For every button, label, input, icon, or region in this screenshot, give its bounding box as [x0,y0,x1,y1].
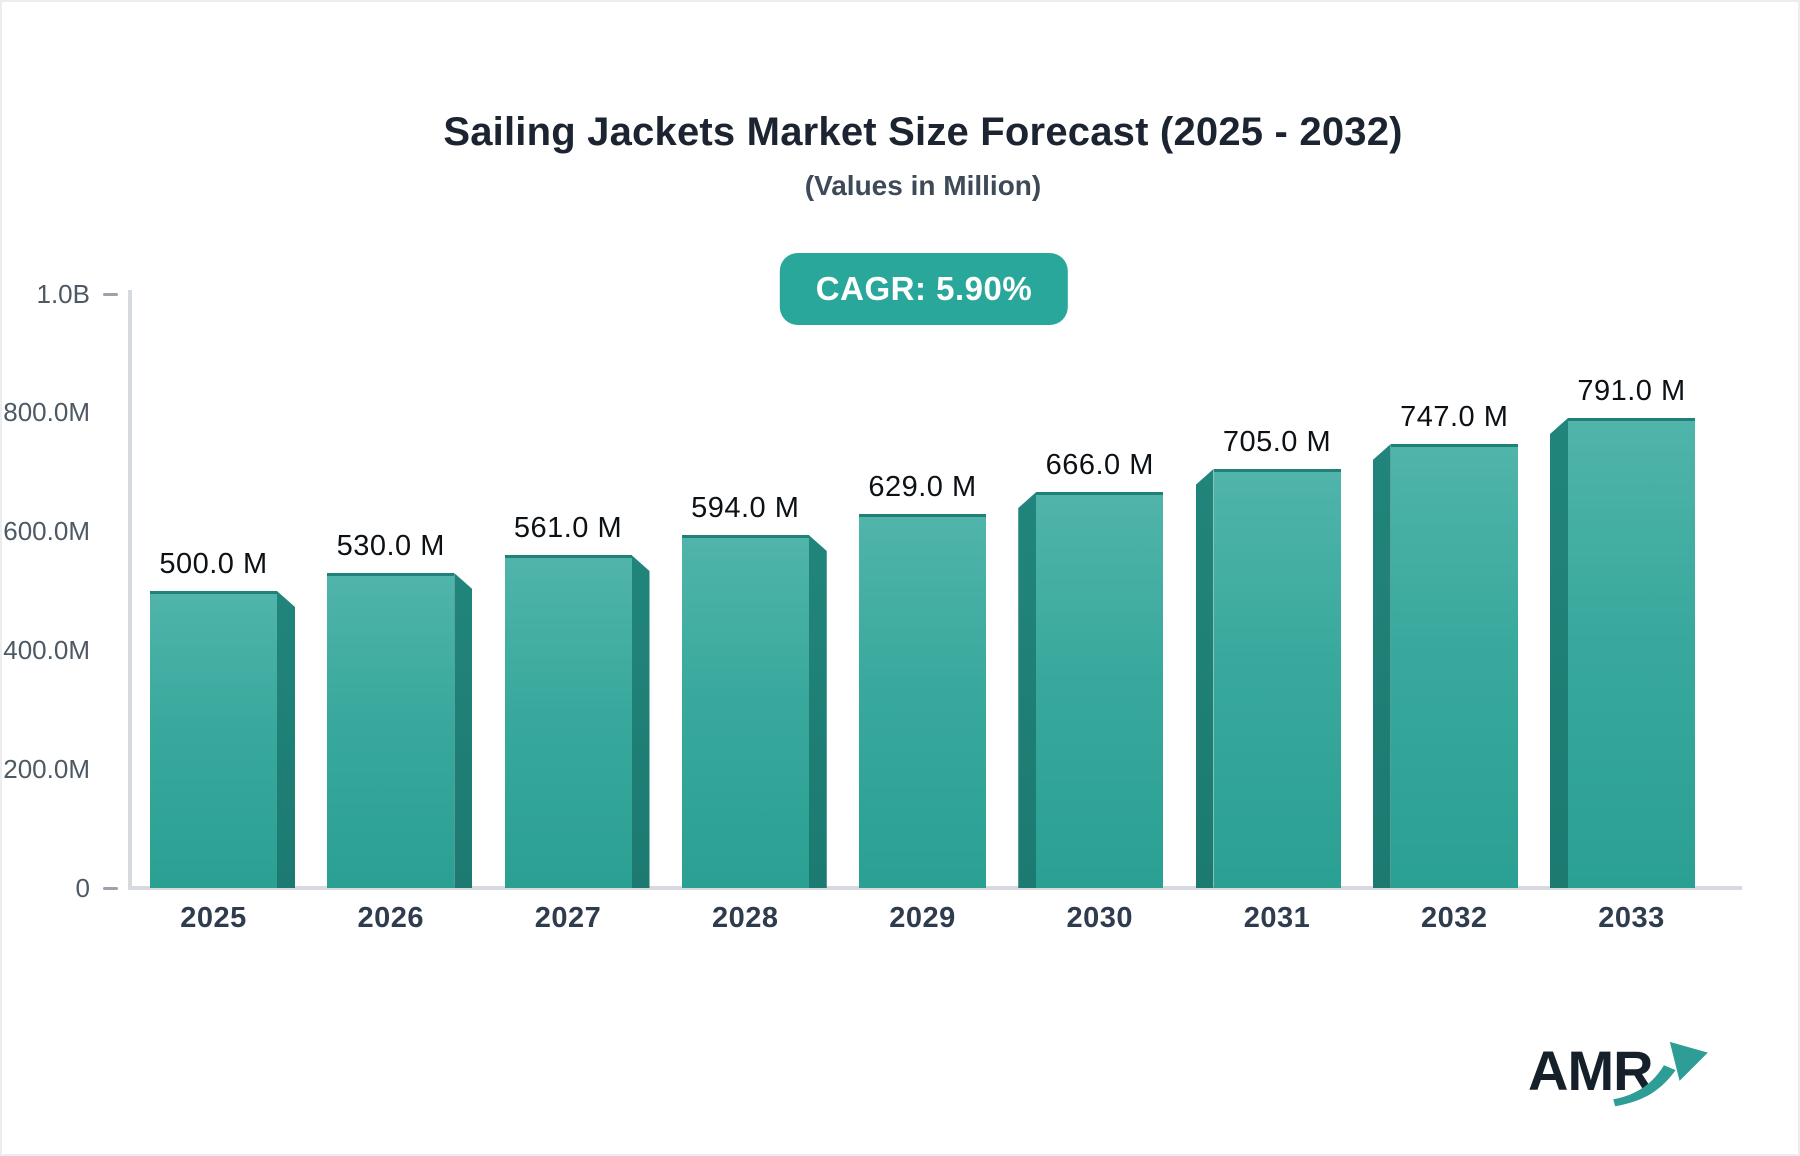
bar-2027-side-face [631,555,650,888]
bar-value-label-2029: 629.0 M [868,471,977,503]
bar-2030-side-face [1018,492,1037,888]
x-tick-label-2028: 2028 [711,902,779,934]
y-tick-label: 1.0B [36,278,91,309]
bar-value-label-2025: 500.0 M [159,548,268,580]
x-tick-label-2029: 2029 [889,902,956,934]
bar-2028-side-face [808,535,827,888]
bar-value-label-2026: 530.0 M [336,530,445,562]
bar-2025-side-face [277,591,295,888]
y-tick-label: 200.0M [3,753,90,784]
x-tick-label-2025: 2025 [180,902,247,934]
bar-2031 [1213,469,1341,888]
y-tick-1.0B: 1.0B [0,278,118,310]
bar-value-label-2031: 705.0 M [1222,426,1332,458]
bar-2032-side-face [1372,444,1391,888]
bar-value-label-2027: 561.0 M [513,512,623,544]
bar-2026 [327,573,455,888]
y-tick-label: 0 [75,872,90,903]
y-tick-200.0M: 200.0M [0,753,118,785]
bar-2025 [150,591,277,888]
bar-2026-side-face [454,573,473,888]
x-tick-label-2032: 2032 [1420,902,1488,934]
bar-2029 [859,514,986,888]
y-tick-800.0M: 800.0M [0,397,118,429]
bar-2033 [1568,418,1695,888]
bar-2027 [504,555,632,888]
chart-subtitle: (Values in Million) [804,170,1042,201]
growth-arrow-icon [1613,1041,1708,1107]
bar-2030 [1036,492,1164,888]
bar-value-label-2032: 747.0 M [1400,401,1509,433]
y-tick-label: 800.0M [3,397,90,428]
x-axis-line [128,886,1742,890]
cagr-badge: CAGR: 5.90% [779,253,1069,325]
x-tick-label-2033: 2033 [1598,902,1665,934]
y-axis-line [128,290,132,890]
bar-2033-side-face [1550,418,1568,888]
y-tick-mark [103,886,118,890]
y-tick-label: 400.0M [3,634,90,665]
bar-value-label-2030: 666.0 M [1045,449,1154,481]
x-tick-label-2031: 2031 [1243,902,1311,934]
bar-2028 [681,535,809,888]
y-tick-400.0M: 400.0M [0,634,118,666]
x-tick-label-2030: 2030 [1066,902,1133,934]
x-tick-label-2026: 2026 [357,902,424,934]
y-tick-600.0M: 600.0M [0,516,118,548]
y-tick-label: 600.0M [3,516,90,547]
amr-logo: AMR [1528,1030,1738,1125]
x-tick-label-2027: 2027 [534,902,602,934]
y-tick-0: 0 [0,872,118,904]
bar-2032 [1390,444,1518,888]
chart-title: Sailing Jackets Market Size Forecast (20… [443,110,1403,154]
bar-value-label-2033: 791.0 M [1577,375,1686,407]
y-tick-mark [103,292,118,296]
bar-2031-side-face [1195,469,1214,888]
bar-value-label-2028: 594.0 M [691,492,800,524]
amr-logo-text: AMR [1528,1039,1654,1102]
